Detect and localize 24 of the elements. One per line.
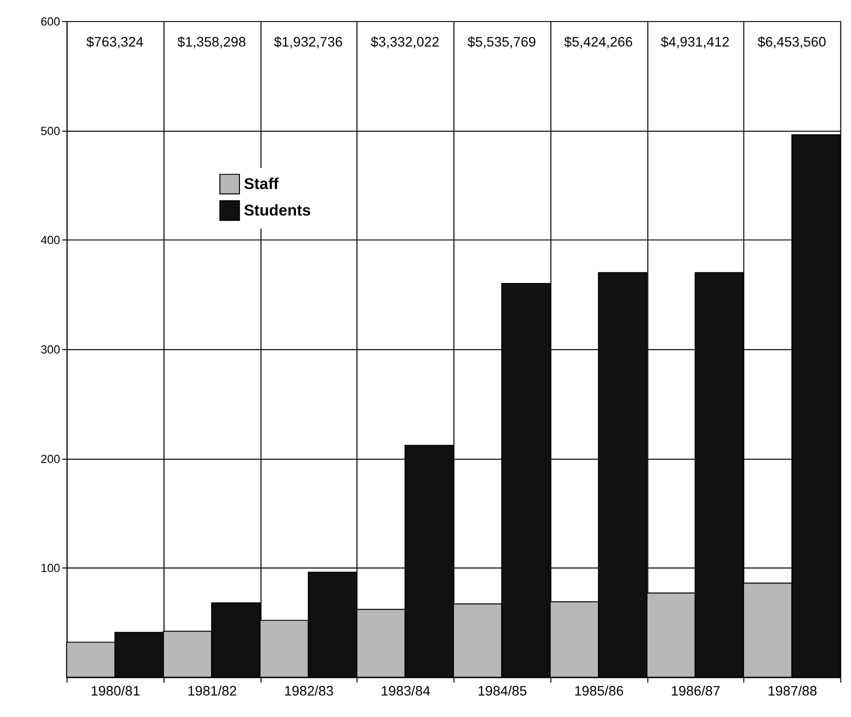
annotation: $5,535,769 (467, 34, 536, 50)
annotation: $1,932,736 (274, 34, 344, 50)
y-tick-label: 400 (40, 234, 61, 248)
y-tick-label: 600 (40, 15, 61, 28)
annotation: $4,931,412 (660, 34, 730, 50)
legend-label: Students (244, 202, 312, 220)
y-tick-label: 100 (40, 562, 61, 576)
annotation: $5,424,266 (564, 34, 634, 50)
x-tick-label: 1986/87 (670, 683, 720, 698)
legend-label: Staff (244, 176, 280, 194)
x-tick-label: 1982/83 (284, 683, 334, 698)
x-tick-label: 1987/88 (768, 683, 818, 698)
x-tick-label: 1985/86 (574, 683, 624, 698)
x-tick-label: 1981/82 (187, 683, 237, 698)
annotation: $1,358,298 (177, 34, 246, 50)
x-tick-label: 1984/85 (477, 683, 528, 698)
x-tick-label: 1983/84 (380, 683, 431, 698)
annotation: $6,453,560 (758, 34, 827, 50)
y-tick-label: 200 (40, 452, 61, 466)
y-tick-label: 500 (40, 124, 61, 138)
x-tick-label: 1980/81 (90, 683, 140, 698)
y-tick-label: 300 (40, 344, 61, 357)
annotation: $3,332,022 (370, 34, 440, 50)
annotation: $763,324 (86, 34, 144, 50)
